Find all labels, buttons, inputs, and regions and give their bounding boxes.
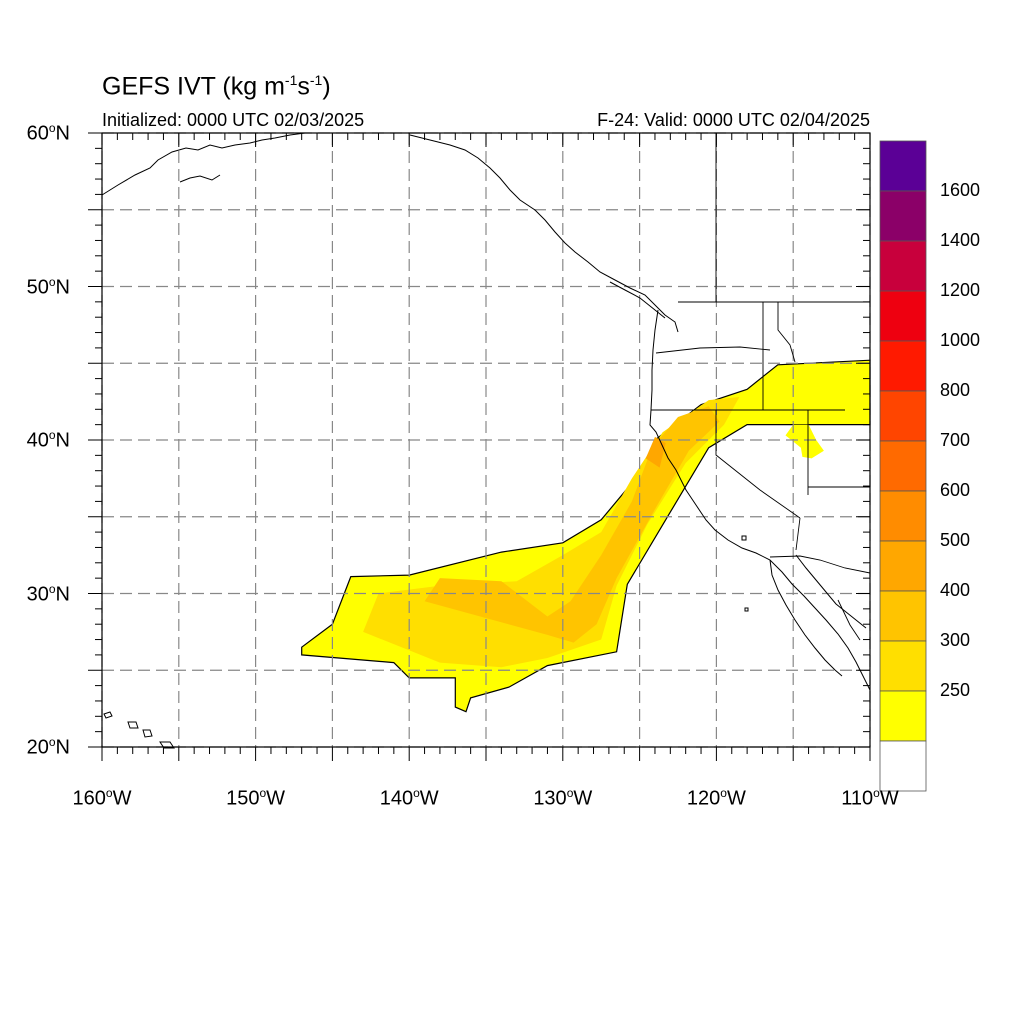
colorbar-swatch (879, 240, 927, 292)
lon-hemi: W (879, 787, 899, 810)
colorbar-label: 250 (940, 680, 971, 700)
lat-deg: 60 (26, 122, 49, 145)
lon-label: 130oW (533, 786, 593, 810)
colorbar-swatch (879, 440, 927, 492)
lat-label: 40oN (26, 428, 70, 452)
colorbar-swatch (879, 340, 927, 392)
ivt-region-250 (785, 424, 824, 459)
colorbar-label: 1000 (940, 330, 981, 350)
lon-deg: 130 (533, 787, 567, 810)
coastlines (101, 132, 871, 749)
lat-deg: 20 (26, 736, 49, 759)
ivt-fill-layer (301, 359, 871, 713)
valid-time: F-24: Valid: 0000 UTC 02/04/2025 (597, 110, 870, 130)
lon-deg: 140 (379, 787, 414, 810)
initialized-time: Initialized: 0000 UTC 02/03/2025 (102, 110, 365, 130)
colorbar-label: 1600 (940, 180, 981, 200)
colorbar-label: 800 (940, 380, 971, 400)
colorbar-swatch (879, 740, 927, 792)
lon-label: 120oW (686, 786, 746, 810)
colorbar-label: 300 (940, 630, 971, 650)
colorbar-label: 600 (940, 480, 971, 500)
lon-label: 140oW (379, 786, 439, 810)
colorbar-swatch (879, 190, 927, 242)
colorbar-swatch (879, 540, 927, 592)
lat-label: 60oN (26, 121, 70, 145)
lat-hemi: N (55, 276, 70, 299)
map-title: GEFS IVT (kg m-1s-1) (102, 72, 331, 101)
colorbar-swatch (879, 140, 927, 192)
lon-label: 110oW (841, 786, 899, 810)
lon-hemi: W (419, 787, 439, 810)
ivt-region-250 (301, 359, 871, 713)
lat-label: 50oN (26, 274, 70, 299)
political-borders (651, 133, 871, 641)
lon-hemi: W (573, 787, 593, 810)
lat-label: 20oN (26, 735, 70, 759)
lon-hemi: W (726, 787, 746, 810)
colorbar-swatch (879, 640, 927, 692)
lat-hemi: N (55, 583, 70, 606)
colorbar-swatch (879, 590, 927, 642)
lat-hemi: N (55, 122, 70, 145)
lat-deg: 40 (26, 429, 49, 452)
lon-deg: 120 (686, 787, 721, 810)
lat-hemi: N (55, 736, 70, 759)
lon-label: 150oW (226, 786, 286, 810)
colorbar-swatch (879, 290, 927, 342)
lon-hemi: W (112, 787, 132, 810)
colorbar-swatch (879, 490, 927, 542)
lon-hemi: W (266, 787, 286, 810)
lon-deg: 150 (226, 787, 260, 810)
colorbar-label: 700 (940, 430, 971, 450)
colorbar-label: 1400 (940, 230, 981, 250)
colorbar-label: 500 (940, 530, 971, 550)
colorbar (879, 140, 927, 792)
colorbar-label: 1200 (940, 280, 981, 300)
map-frame (88, 132, 871, 761)
lat-deg: 30 (26, 583, 49, 606)
lat-deg: 50 (26, 276, 49, 299)
colorbar-label: 400 (940, 580, 971, 600)
lon-label: 160oW (72, 786, 132, 810)
lon-deg: 160 (72, 787, 106, 810)
ivt-region-500 (645, 436, 666, 468)
colorbar-swatch (879, 390, 927, 442)
lat-label: 30oN (26, 581, 70, 606)
lon-deg: 110 (841, 787, 874, 810)
ivt-region-400 (424, 406, 720, 643)
colorbar-swatch (879, 690, 927, 742)
lat-hemi: N (55, 429, 70, 452)
